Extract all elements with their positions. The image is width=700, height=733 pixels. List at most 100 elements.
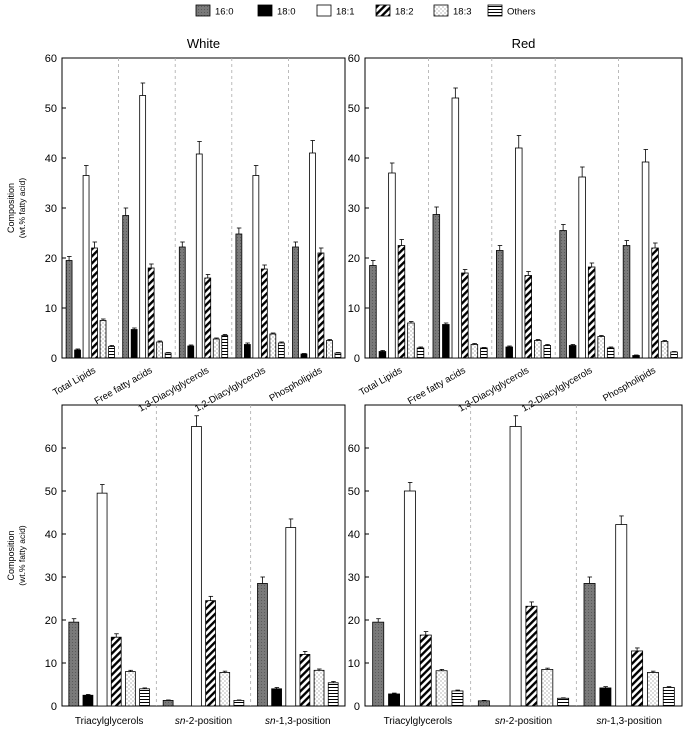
x-tick-label: sn-2-position	[175, 716, 232, 727]
x-tick-label: sn-1,3-position	[265, 716, 331, 727]
bar-18-3-1-3-diacylglycerols	[534, 340, 542, 359]
y-tick-label: 20	[45, 615, 57, 627]
bar-18-3-free-fatty-acids	[470, 344, 479, 359]
legend-label: 18:1	[336, 7, 355, 18]
chart-title: White	[187, 36, 220, 51]
chart-panel-4: 0 10 20 30 40 50 60 Triacylglycerols sn-2-positi…	[348, 404, 683, 727]
y-tick-label: 20	[348, 253, 360, 265]
y-tick-label: 30	[348, 572, 360, 584]
bar-16-0-total-lipids	[65, 260, 73, 359]
x-tick-label: Total Lipids	[51, 365, 98, 398]
bar-18-2-total-lipids	[397, 245, 406, 359]
bar-18-2-1-2-diacylglycerols	[260, 268, 268, 359]
bar-18-1-sn-1-3-position	[285, 527, 297, 707]
legend-item-18-2: 18:2	[375, 4, 414, 18]
plot-frame	[61, 57, 346, 359]
bar-18-2-1-3-diacylglycerols	[204, 277, 212, 359]
bar-18-0-triacylglycerols	[82, 694, 94, 707]
bar-16-0-1-3-diacylglycerols	[495, 250, 504, 359]
bar-18-1-1-3-diacylglycerols	[515, 147, 523, 359]
y-tick-label: 0	[51, 701, 57, 713]
bar-16-0-1-3-diacylglycerols	[178, 246, 186, 359]
bar-18-2-1-3-diacylglycerols	[524, 275, 532, 359]
legend-item-18-0: 18:0	[257, 4, 296, 18]
bar-others-sn-1-3-position	[327, 682, 339, 707]
bar-18-0-total-lipids	[378, 351, 387, 359]
bar-18-3-phospholipids	[326, 340, 333, 359]
bar-18-1-free-fatty-acids	[451, 97, 460, 359]
legend-item-others: Others	[487, 4, 536, 18]
bar-18-3-1-3-diacylglycerols	[212, 338, 220, 359]
plot-frame	[364, 57, 683, 359]
bar-18-2-phospholipids	[317, 252, 325, 359]
bar-18-0-phospholipids	[300, 353, 308, 359]
bar-others-1-2-diacylglycerols	[277, 342, 285, 359]
bar-18-1-total-lipids	[388, 172, 396, 359]
bar-18-2-sn-2-position	[525, 605, 538, 707]
x-tick-label: sn-2-position	[495, 716, 552, 727]
bar-18-0-total-lipids	[74, 349, 81, 359]
plot-frame	[364, 404, 683, 707]
y-tick-label: 0	[51, 353, 57, 365]
legend-swatch	[487, 4, 503, 17]
y-axis-label: Composition	[6, 183, 16, 233]
y-tick-label: 30	[348, 203, 360, 215]
bar-18-3-phospholipids	[660, 341, 669, 359]
x-tick-label: Free fatty acids	[406, 365, 468, 407]
bar-others-1-3-diacylglycerols	[221, 335, 229, 359]
y-tick-label: 10	[348, 658, 360, 670]
legend-swatch	[195, 4, 211, 17]
bar-18-1-triacylglycerols	[96, 492, 108, 707]
bar-18-0-1-2-diacylglycerols	[568, 345, 577, 359]
y-tick-label: 60	[45, 53, 57, 65]
bar-18-2-sn-2-position	[205, 600, 216, 707]
y-tick-label: 40	[348, 153, 360, 165]
bar-16-0-triacylglycerols	[372, 621, 385, 707]
bar-18-3-triacylglycerols	[125, 671, 136, 707]
y-tick-label: 50	[348, 103, 360, 115]
legend-label: Others	[507, 7, 536, 18]
y-tick-label: 40	[45, 529, 57, 541]
x-tick-label: Phospholipids	[267, 365, 324, 404]
bar-16-0-free-fatty-acids	[432, 214, 441, 359]
y-tick-label: 30	[45, 203, 57, 215]
bar-16-0-phospholipids	[622, 245, 631, 359]
bar-18-0-triacylglycerols	[388, 693, 401, 707]
bar-18-1-total-lipids	[82, 175, 90, 359]
bar-18-2-sn-1-3-position	[631, 650, 644, 707]
bar-others-free-fatty-acids	[164, 352, 172, 359]
y-tick-label: 10	[45, 303, 57, 315]
legend-swatch	[375, 4, 391, 17]
y-tick-label: 20	[348, 615, 360, 627]
bar-others-phospholipids	[334, 352, 342, 359]
bar-16-0-sn-2-position	[477, 700, 490, 707]
bar-18-1-sn-1-3-position	[615, 524, 628, 707]
plot-frame	[61, 404, 346, 707]
legend-item-18-1: 18:1	[316, 4, 355, 18]
bar-18-1-triacylglycerols	[403, 490, 416, 707]
bar-18-1-phospholipids	[641, 161, 650, 359]
bar-18-2-triacylglycerols	[419, 634, 432, 707]
bar-others-triacylglycerols	[451, 690, 464, 707]
bar-16-0-1-2-diacylglycerols	[235, 233, 243, 359]
bar-18-0-1-3-diacylglycerols	[505, 346, 513, 359]
x-tick-label: Total Lipids	[358, 365, 405, 398]
bar-18-1-sn-2-position	[509, 426, 522, 707]
y-tick-label: 60	[348, 443, 360, 455]
bar-18-3-sn-1-3-position	[646, 672, 659, 707]
bar-18-1-1-3-diacylglycerols	[195, 153, 203, 359]
legend-item-16-0: 16:0	[195, 4, 234, 18]
bar-18-1-1-2-diacylglycerols	[578, 176, 586, 359]
bar-18-2-1-2-diacylglycerols	[587, 266, 596, 359]
bar-18-0-1-2-diacylglycerols	[243, 344, 251, 359]
bar-18-0-phospholipids	[632, 355, 640, 359]
bar-18-0-sn-1-3-position	[599, 687, 612, 707]
x-tick-label: Triacylglycerols	[384, 716, 453, 727]
y-axis-sublabel: (wt.% fatty acid)	[17, 525, 27, 586]
bar-18-3-sn-1-3-position	[313, 669, 325, 707]
bar-18-2-phospholipids	[651, 247, 659, 359]
y-tick-label: 30	[45, 572, 57, 584]
bar-others-sn-2-position	[233, 700, 245, 707]
bar-18-1-free-fatty-acids	[139, 95, 147, 359]
legend-swatch	[316, 4, 332, 17]
